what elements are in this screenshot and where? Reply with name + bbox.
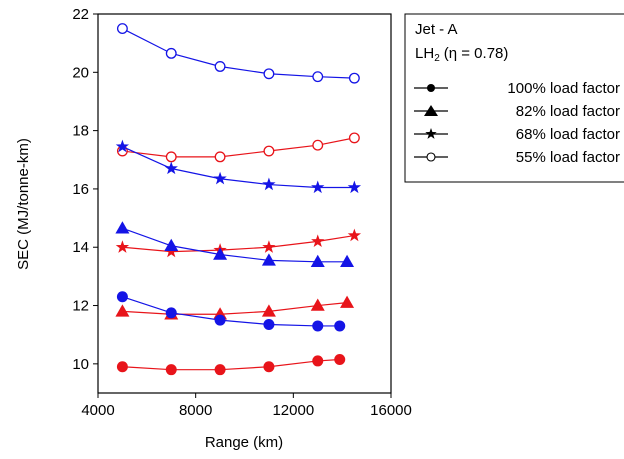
y-tick-label: 22 xyxy=(72,6,89,23)
data-point xyxy=(164,238,179,252)
data-point xyxy=(261,253,276,266)
data-point xyxy=(115,304,130,317)
data-point xyxy=(312,320,324,332)
series-lh2-star xyxy=(115,139,362,194)
series-lh2-open-circle xyxy=(116,23,360,84)
series-jet-star xyxy=(115,228,362,258)
data-point xyxy=(311,234,325,248)
data-point xyxy=(213,247,228,260)
series-line xyxy=(122,234,355,253)
legend-marker xyxy=(427,84,435,92)
x-tick-label: 8000 xyxy=(179,402,212,419)
y-tick-label: 20 xyxy=(72,64,89,81)
legend-box xyxy=(404,13,624,183)
data-point xyxy=(262,240,276,253)
series-line xyxy=(122,28,355,79)
data-point xyxy=(214,364,226,376)
data-point xyxy=(334,353,346,365)
legend-marker xyxy=(425,128,437,139)
x-tick-label: 16000 xyxy=(370,402,412,419)
y-tick-label: 10 xyxy=(72,356,89,373)
axes-layer: 4000 8000 12000 16000 10 12 14 16 18 20 22 xyxy=(72,6,412,419)
legend: Jet - A LH2 (η = 0.78) 100% load factor 82… xyxy=(404,13,624,183)
data-point xyxy=(116,361,128,373)
y-axis-label: SEC (MJ/tonne-km) xyxy=(15,138,32,270)
series-layer xyxy=(115,23,362,376)
data-point xyxy=(312,355,324,367)
data-point xyxy=(164,161,178,175)
data-point xyxy=(165,364,177,376)
x-axis-label: Range (km) xyxy=(205,434,283,451)
data-point xyxy=(310,254,325,268)
series-jet-open-circle xyxy=(116,132,360,163)
legend-row: 55% load factor xyxy=(414,149,620,166)
legend-row: 68% load factor xyxy=(414,126,620,143)
legend-label: 82% load factor xyxy=(516,103,620,120)
data-point xyxy=(165,151,177,163)
plot-frame xyxy=(97,13,392,394)
legend-label: 68% load factor xyxy=(516,126,620,143)
data-point xyxy=(115,240,130,253)
data-point xyxy=(261,304,276,317)
series-line xyxy=(122,358,340,371)
data-point xyxy=(214,151,226,163)
data-point xyxy=(115,139,130,153)
series-line xyxy=(122,302,348,315)
data-point xyxy=(334,320,346,332)
data-point xyxy=(340,295,355,308)
data-point xyxy=(165,307,177,319)
series-lh2-triangle xyxy=(115,221,355,268)
legend-marker xyxy=(426,152,436,162)
y-tick-label: 14 xyxy=(72,239,89,256)
data-point xyxy=(312,71,324,83)
data-point xyxy=(214,61,226,72)
series-jet-triangle xyxy=(115,295,355,320)
x-tick-label: 4000 xyxy=(81,402,114,419)
data-point xyxy=(214,314,226,326)
series-line xyxy=(122,146,355,189)
data-point xyxy=(348,132,360,144)
legend-fuel-lh2: LH2 (η = 0.78) xyxy=(415,45,508,64)
legend-row: 82% load factor xyxy=(414,103,620,120)
y-tick-label: 16 xyxy=(72,181,89,198)
series-lh2-circle xyxy=(116,291,346,332)
series-jet-circle xyxy=(116,353,346,376)
data-point xyxy=(312,139,324,151)
y-tick-label: 12 xyxy=(72,298,89,315)
y-tick-label: 18 xyxy=(72,123,89,140)
series-line xyxy=(122,296,340,327)
data-point xyxy=(347,228,362,242)
data-point xyxy=(263,68,275,80)
data-point xyxy=(115,221,130,234)
data-point xyxy=(340,254,355,268)
data-point xyxy=(347,180,362,194)
data-point xyxy=(213,171,227,185)
data-point xyxy=(165,47,177,59)
legend-label: 55% load factor xyxy=(516,149,620,166)
data-point xyxy=(116,291,128,303)
legend-row: 100% load factor xyxy=(414,80,620,97)
data-point xyxy=(311,180,325,194)
data-point xyxy=(310,298,325,311)
data-point xyxy=(116,23,128,35)
legend-label: 100% load factor xyxy=(507,80,620,97)
data-point xyxy=(263,361,275,373)
data-point xyxy=(263,318,275,330)
data-point xyxy=(262,177,276,191)
data-point xyxy=(348,72,360,84)
legend-fuel-jet: Jet - A xyxy=(415,21,458,38)
series-line xyxy=(122,137,355,158)
series-line xyxy=(122,227,348,263)
legend-marker xyxy=(424,105,438,116)
data-point xyxy=(263,145,275,157)
x-tick-label: 12000 xyxy=(272,402,314,419)
legend-rows: 100% load factor 82% load factor 68% load … xyxy=(414,80,620,166)
